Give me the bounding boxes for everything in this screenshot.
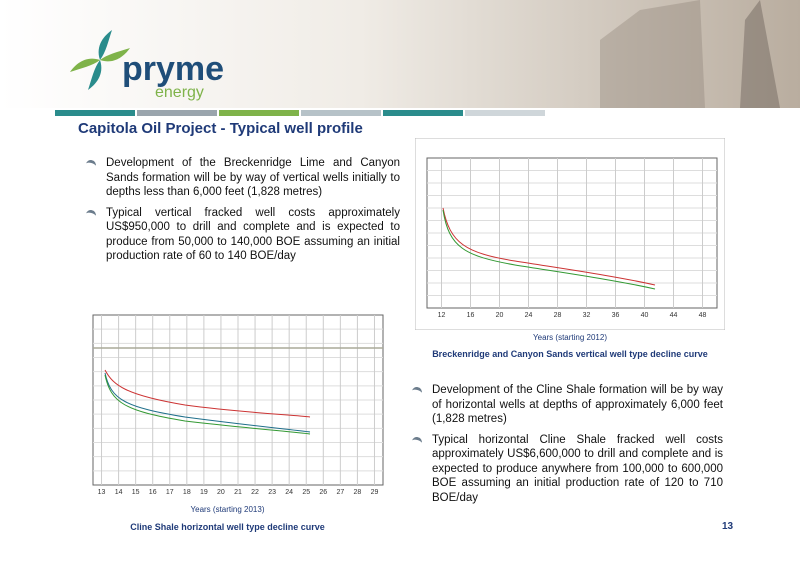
x-tick-label: 28 [354, 489, 362, 496]
bullets-top: Development of the Breckenridge Lime and… [82, 156, 400, 270]
x-tick-label: 26 [319, 489, 327, 496]
x-tick-label: 13 [98, 489, 106, 496]
x-label: Years (starting 2012) [533, 333, 607, 342]
x-tick-label: 24 [285, 489, 293, 496]
x-tick-label: 16 [149, 489, 157, 496]
slide-title: Capitola Oil Project - Typical well prof… [78, 120, 363, 137]
x-tick-label: 27 [336, 489, 344, 496]
caption: Cline Shale horizontal well type decline… [130, 522, 325, 532]
caption: Breckenridge and Canyon Sands vertical w… [432, 349, 708, 359]
x-tick-label: 19 [200, 489, 208, 496]
chart-bottom: 13 14 15 16 17 18 19 20 21 22 23 24 25 26 27 28 29 [65, 285, 390, 503]
x-tick-label: 23 [268, 489, 276, 496]
header: pryme energy [0, 0, 800, 116]
x-tick-label: 25 [302, 489, 310, 496]
x-tick-label: 29 [371, 489, 379, 496]
x-tick-label: 12 [438, 312, 446, 319]
logo-sub: energy [155, 84, 204, 101]
bullet: Development of the Breckenridge Lime and… [82, 156, 400, 200]
x-tick-label: 36 [612, 312, 620, 319]
x-tick-label: 20 [217, 489, 225, 496]
x-tick-label: 24 [525, 312, 533, 319]
x-tick-label: 40 [641, 312, 649, 319]
bullet: Typical vertical fracked well costs appr… [82, 206, 400, 264]
x-tick-label: 18 [183, 489, 191, 496]
x-tick-label: 48 [699, 312, 707, 319]
bullets-bottom: Development of the Cline Shale formation… [408, 383, 723, 511]
bullet: Development of the Cline Shale formation… [408, 383, 723, 427]
x-tick-label: 20 [496, 312, 504, 319]
x-tick-label: 32 [583, 312, 591, 319]
page-number: 13 [722, 521, 734, 532]
logo-name: pryme [122, 50, 224, 88]
x-tick-label: 22 [251, 489, 259, 496]
x-label: Years (starting 2013) [190, 505, 265, 514]
bullet: Typical horizontal Cline Shale fracked w… [408, 433, 723, 506]
x-tick-label: 15 [132, 489, 140, 496]
x-tick-label: 17 [166, 489, 174, 496]
x-tick-label: 28 [554, 312, 562, 319]
x-tick-label: 44 [670, 312, 678, 319]
chart-top: 12 16 20 24 28 32 36 40 44 48 [415, 138, 725, 330]
x-tick-label: 14 [115, 489, 123, 496]
x-tick-label: 16 [467, 312, 475, 319]
x-tick-label: 21 [234, 489, 242, 496]
